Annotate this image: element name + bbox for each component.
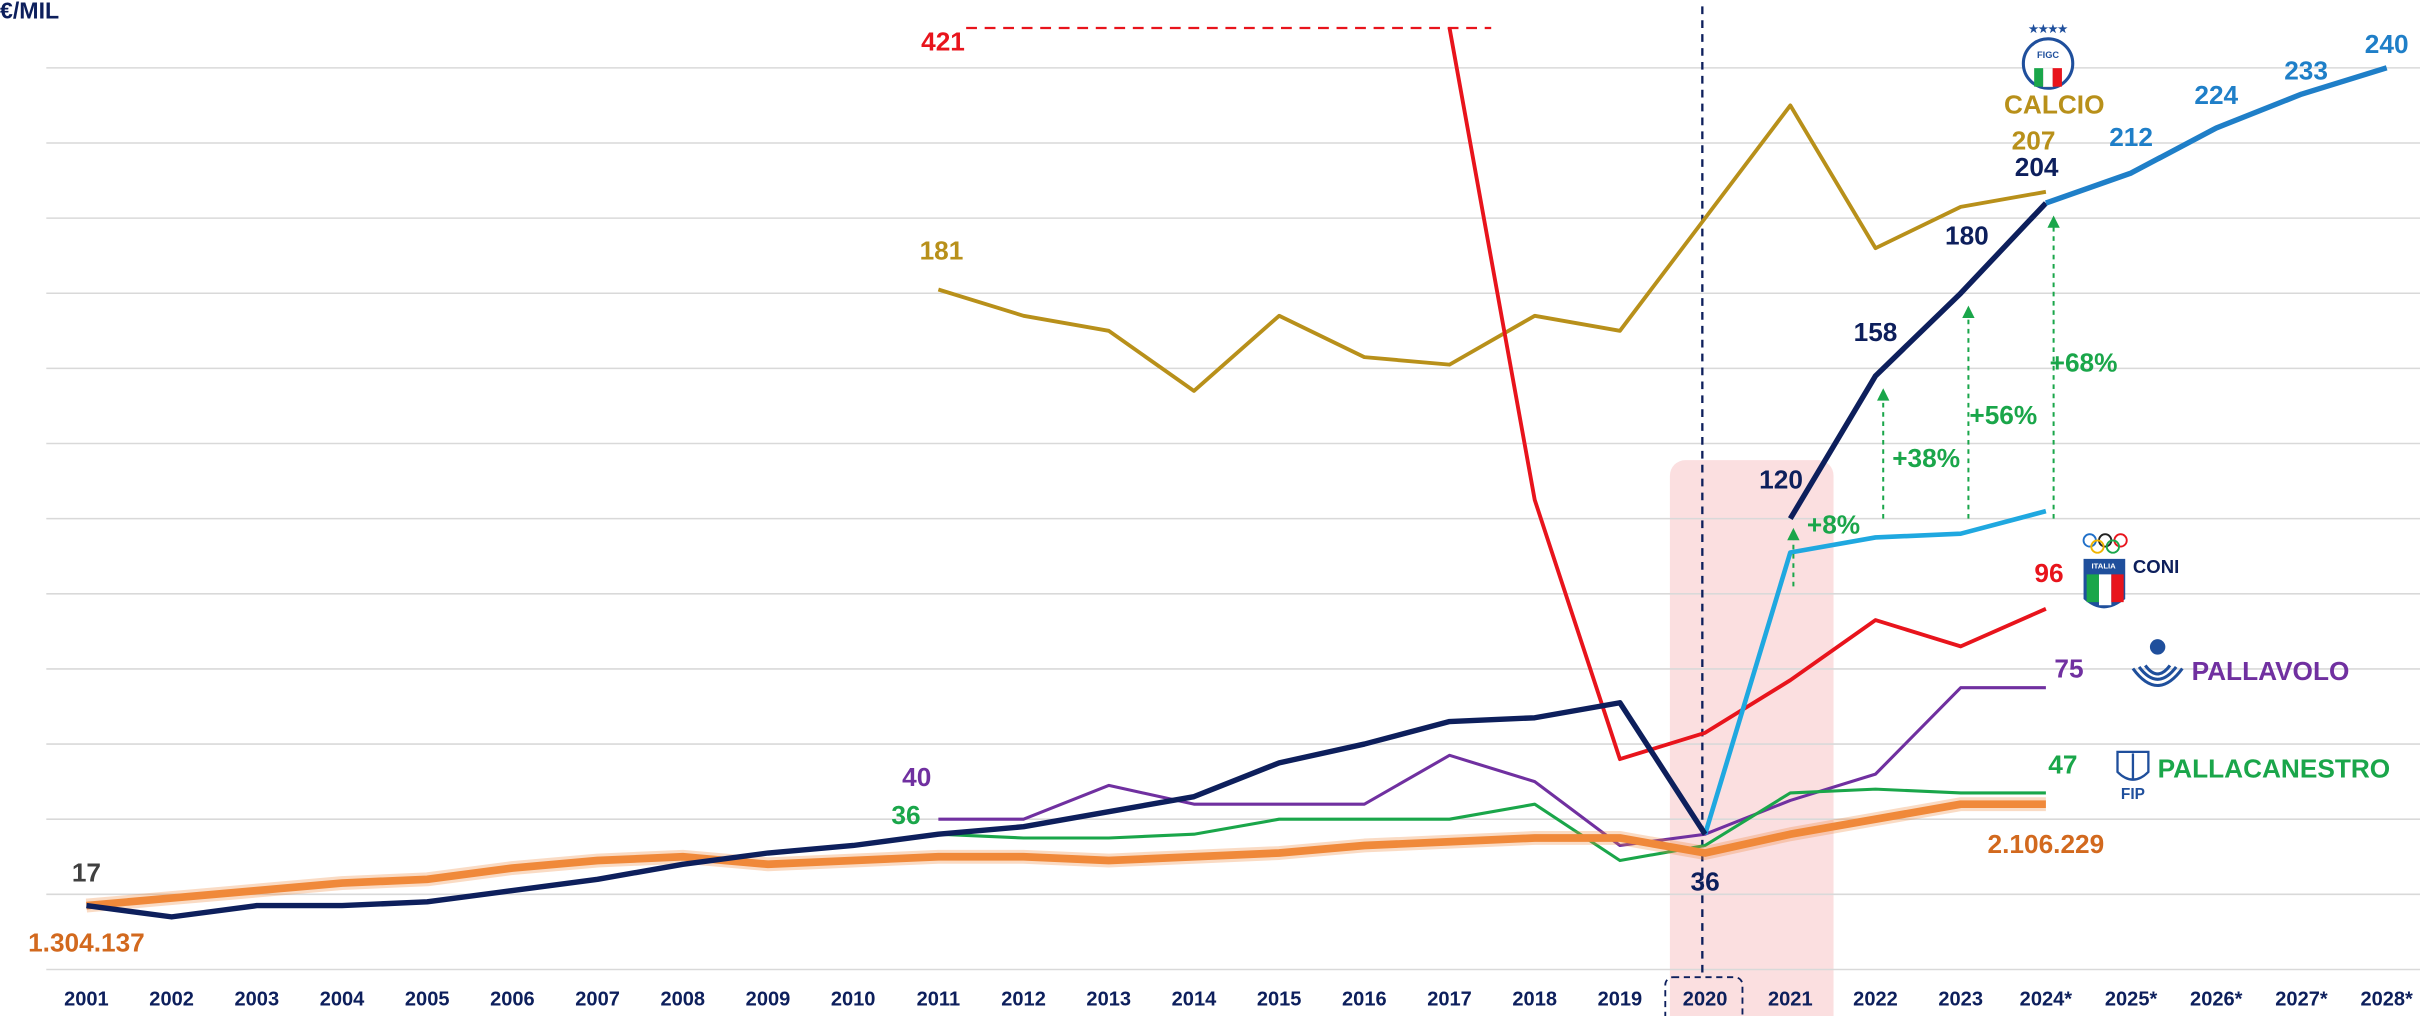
series-line <box>1447 27 2047 762</box>
logo-text: ITALIA <box>2091 562 2116 571</box>
data-label: 120 <box>1759 465 1803 495</box>
shield-flag <box>2111 574 2124 603</box>
swoosh <box>2131 667 2184 687</box>
x-tick-label: 2013 <box>1086 989 1131 1011</box>
series-name: CONI <box>2133 556 2179 577</box>
x-tick-label: 2018 <box>1512 989 1557 1011</box>
coni-logo: ITALIA <box>2082 533 2128 609</box>
x-tick-label: 2010 <box>831 989 876 1011</box>
x-tick-label: 2023 <box>1938 989 1983 1011</box>
arrow-head <box>1877 388 1890 401</box>
arrow-head <box>1787 527 1800 541</box>
data-label: 96 <box>2034 558 2063 588</box>
data-label: 36 <box>891 800 920 830</box>
series-line <box>86 700 1708 920</box>
x-tick-label: 2003 <box>235 989 280 1011</box>
x-tick-label: 2005 <box>405 989 450 1011</box>
series-line <box>938 686 2046 848</box>
annotation: +68% <box>2050 347 2118 377</box>
x-tick-label: 2011 <box>917 989 961 1011</box>
arrow-head <box>1962 305 1975 318</box>
annotation: +38% <box>1892 443 1960 473</box>
annotation: +56% <box>1969 400 2037 430</box>
x-tick-label: 2002 <box>149 989 194 1011</box>
data-label: 240 <box>2365 29 2409 59</box>
series-name: PALLAVOLO <box>2192 656 2350 686</box>
x-tick-label: 2022 <box>1853 989 1898 1011</box>
x-tick-label: 2008 <box>660 989 705 1011</box>
swoosh <box>2144 664 2172 676</box>
volley-logo <box>2131 639 2184 687</box>
data-label: 158 <box>1854 317 1898 347</box>
series-name: PALLACANESTRO <box>2158 753 2391 783</box>
logo-stars: ★★★★ <box>2029 23 2068 35</box>
logo-flag <box>2034 68 2044 87</box>
data-label: 40 <box>902 762 931 792</box>
x-tick-label: 2025* <box>2105 989 2158 1011</box>
data-label: 47 <box>2048 750 2077 780</box>
x-tick-label: 2006 <box>490 989 535 1011</box>
x-tick-label: 2009 <box>746 989 791 1011</box>
lines <box>85 27 2388 920</box>
series-line <box>937 103 2047 393</box>
year-box <box>1664 976 1744 1016</box>
fip-logo: FIP <box>2116 750 2150 803</box>
x-tick-label: 2019 <box>1598 989 1643 1011</box>
logo-flag <box>2043 67 2054 88</box>
data-label: 181 <box>920 235 964 265</box>
logo-flag <box>2052 68 2062 87</box>
ball <box>2149 639 2166 655</box>
shield-flag <box>2086 574 2099 603</box>
x-tick-label: 2028* <box>2360 989 2413 1011</box>
x-tick-label: 2001 <box>64 989 109 1011</box>
labels: 2001 2002 2003 2004 2005 2006 2007 2008 2009 2010… <box>28 26 2413 1010</box>
x-tick-label: 2014 <box>1172 989 1217 1011</box>
x-tick-label: 2016 <box>1342 989 1387 1011</box>
shield-flag <box>2098 574 2112 606</box>
x-tick-label: 2004 <box>320 989 365 1011</box>
y-axis-label: €/MIL <box>0 0 59 24</box>
figc-logo: FIGC ★★★★ <box>2021 23 2075 90</box>
arrow-head <box>2047 215 2060 228</box>
x-tick-label: 2017 <box>1427 989 1472 1011</box>
series-line <box>86 800 2046 910</box>
x-tick-label: 2026* <box>2190 989 2243 1011</box>
x-tick-label: 2024* <box>2020 989 2073 1011</box>
annotation: 2.106.229 <box>1988 829 2105 859</box>
annotation: +8% <box>1807 509 1860 539</box>
series-line <box>2044 65 2388 206</box>
data-label: 17 <box>72 858 101 888</box>
data-label: 75 <box>2054 654 2083 684</box>
x-tick-label: 2020 <box>1683 989 1728 1011</box>
swoosh <box>2137 666 2178 681</box>
logo-text: FIP <box>2121 786 2145 803</box>
series-name: CALCIO <box>2004 90 2105 120</box>
shield <box>2116 750 2150 781</box>
ring <box>2105 539 2120 554</box>
x-tick-label: 2015 <box>1257 989 1302 1011</box>
data-label: 204 <box>2015 152 2059 182</box>
background-layer <box>1669 460 1834 1016</box>
annotation: 1.304.137 <box>28 928 145 958</box>
highlight-band <box>1669 460 1834 1016</box>
x-tick-label: 2021 <box>1768 989 1813 1011</box>
series-line <box>1787 201 2048 521</box>
data-label: 421 <box>921 26 965 56</box>
x-tick-label: 2027* <box>2275 989 2328 1011</box>
data-label: 233 <box>2284 55 2328 85</box>
series-line <box>1702 508 2047 835</box>
data-label: 207 <box>2012 125 2056 155</box>
data-label: 36 <box>1691 867 1720 897</box>
grid <box>46 67 2420 971</box>
x-tick-label: 2007 <box>575 989 620 1011</box>
ring <box>2090 539 2105 554</box>
x-tick-label: 2012 <box>1001 989 1046 1011</box>
series-line <box>938 787 2046 863</box>
logo-text: FIGC <box>2037 50 2059 60</box>
data-label: 212 <box>2109 122 2153 152</box>
data-label: 224 <box>2194 80 2238 110</box>
data-label: 180 <box>1945 221 1989 251</box>
